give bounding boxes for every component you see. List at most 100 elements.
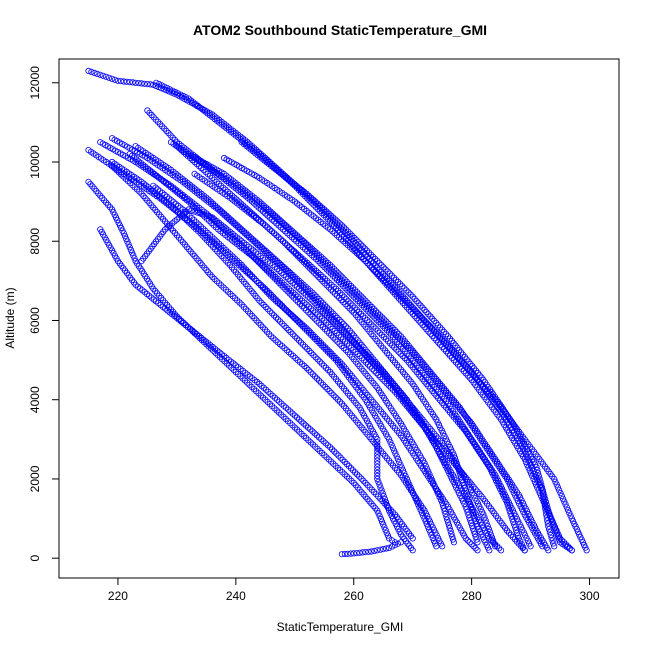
data-point	[297, 254, 304, 261]
data-point	[448, 354, 456, 361]
data-point	[443, 513, 450, 521]
data-point	[433, 543, 440, 550]
data-point	[325, 321, 332, 328]
data-point	[299, 321, 306, 328]
data-point	[387, 322, 394, 329]
data-point	[314, 311, 321, 318]
data-point	[332, 354, 339, 361]
data-point	[429, 332, 436, 339]
data-point	[492, 543, 499, 550]
data-point	[135, 80, 142, 87]
data-point	[256, 153, 263, 160]
data-point	[511, 521, 518, 528]
data-point	[393, 346, 400, 353]
data-point	[337, 454, 344, 461]
data-point	[327, 261, 334, 269]
data-point	[210, 347, 217, 354]
data-point	[125, 241, 132, 248]
data-point	[489, 537, 497, 544]
data-point	[216, 280, 223, 287]
data-point	[312, 309, 319, 316]
data-point	[376, 329, 383, 336]
data-point	[396, 458, 403, 466]
data-point	[448, 530, 455, 538]
data-point	[115, 169, 123, 176]
data-point	[374, 475, 381, 483]
data-point	[334, 396, 341, 403]
data-point	[152, 116, 159, 123]
data-point	[382, 335, 390, 343]
data-point	[250, 385, 258, 393]
data-point	[276, 216, 283, 223]
data-point	[389, 324, 396, 331]
data-point	[462, 535, 469, 542]
data-point	[262, 303, 269, 311]
data-point	[286, 232, 293, 239]
data-point	[330, 352, 337, 359]
data-point	[285, 224, 292, 231]
data-point	[338, 326, 345, 334]
data-point	[360, 357, 367, 364]
data-point	[338, 342, 345, 349]
data-point	[562, 501, 569, 508]
data-point	[258, 200, 265, 207]
data-point	[120, 78, 127, 85]
data-point	[362, 297, 369, 304]
data-point	[299, 255, 306, 263]
data-point	[303, 364, 310, 372]
data-point	[377, 495, 384, 502]
data-point	[299, 360, 306, 368]
data-point	[340, 328, 347, 336]
data-point	[205, 340, 212, 347]
data-point	[111, 76, 119, 83]
data-point	[306, 347, 313, 355]
data-point	[452, 359, 459, 366]
data-point	[272, 297, 279, 304]
data-point	[395, 348, 402, 355]
data-point	[299, 297, 306, 304]
data-point	[351, 287, 359, 294]
data-point	[376, 481, 383, 488]
data-point	[270, 312, 278, 319]
data-point	[374, 463, 381, 470]
data-point	[276, 267, 283, 275]
y-tick-label: 8000	[28, 228, 42, 255]
data-point	[276, 398, 283, 405]
data-point	[280, 402, 287, 409]
data-point	[287, 420, 294, 427]
data-point	[315, 303, 322, 311]
data-point	[442, 348, 450, 355]
data-point	[309, 428, 316, 435]
data-point	[324, 346, 331, 353]
data-point	[314, 356, 321, 363]
data-point	[385, 320, 392, 327]
data-point	[399, 352, 406, 359]
data-point	[305, 327, 312, 334]
data-point	[551, 475, 558, 483]
data-point	[177, 211, 184, 218]
data-point	[520, 544, 527, 551]
data-point	[229, 253, 236, 260]
data-point	[322, 344, 329, 351]
y-tick-label: 12000	[28, 66, 42, 100]
data-point	[287, 277, 294, 284]
data-point	[313, 317, 320, 324]
y-tick-label: 4000	[28, 386, 42, 413]
data-point	[311, 299, 318, 306]
data-point	[278, 218, 285, 225]
data-point	[433, 337, 440, 344]
data-point	[265, 388, 272, 395]
data-point	[553, 481, 560, 488]
data-point	[380, 333, 387, 341]
data-point	[206, 213, 213, 220]
data-point	[182, 208, 189, 215]
data-point	[490, 539, 497, 546]
data-point	[389, 288, 397, 295]
data-point	[276, 277, 284, 284]
x-tick-label: 260	[344, 589, 364, 603]
data-point	[301, 323, 308, 330]
data-point	[497, 547, 505, 554]
y-tick-label: 10000	[28, 145, 42, 179]
data-point	[279, 226, 287, 233]
